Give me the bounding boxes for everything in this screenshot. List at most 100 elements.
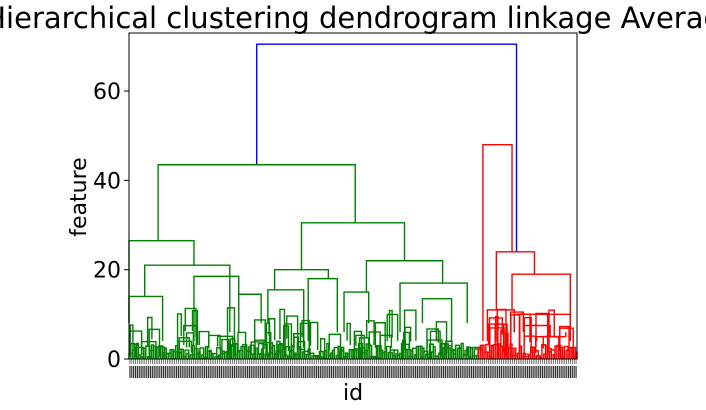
leaf-tick-label xyxy=(538,366,540,378)
leaf-tick-label xyxy=(332,366,334,378)
dendrogram-link xyxy=(307,277,339,342)
leaf-tick-label xyxy=(470,366,473,378)
leaf-tick-label xyxy=(390,366,392,378)
leaf-tick-label xyxy=(405,366,407,378)
leaf-tick-label xyxy=(435,366,437,378)
leaf-tick-label xyxy=(362,366,364,378)
dendrogram-link xyxy=(365,343,371,359)
leaf-tick-label xyxy=(469,366,471,378)
leaf-tick-label xyxy=(428,366,430,378)
leaf-tick-label xyxy=(338,366,340,378)
leaf-tick-label xyxy=(444,366,446,378)
dendrogram-link xyxy=(286,315,299,350)
leaf-tick-label xyxy=(530,366,532,378)
leaf-tick-label xyxy=(138,366,140,378)
leaf-tick-label xyxy=(491,366,493,378)
leaf-tick-label xyxy=(357,366,359,378)
leaf-tick-label xyxy=(179,366,181,378)
leaf-tick-label xyxy=(489,366,491,378)
leaf-tick-label xyxy=(260,366,262,378)
dendrogram-link xyxy=(237,331,247,353)
dendrogram-link xyxy=(129,324,134,357)
leaf-tick-label xyxy=(431,366,433,378)
leaf-tick-label xyxy=(487,366,489,378)
leaf-tick-label xyxy=(144,366,146,378)
leaf-tick-label xyxy=(230,366,232,378)
leaf-tick-label xyxy=(540,366,542,378)
leaf-tick-label xyxy=(246,366,249,378)
dendrogram-link xyxy=(226,307,236,358)
leaf-tick-label xyxy=(506,366,508,378)
dendrogram-link xyxy=(253,319,266,344)
leaf-tick-label xyxy=(198,366,200,378)
leaf-tick-label xyxy=(433,366,435,378)
leaf-tick-label xyxy=(142,366,144,378)
leaf-tick-label xyxy=(342,366,344,378)
dendrogram-link xyxy=(523,316,532,354)
leaf-tick-label xyxy=(400,366,402,378)
leaf-tick-label xyxy=(476,366,478,378)
dendrogram-link xyxy=(146,316,153,348)
leaf-tick-label xyxy=(426,366,428,378)
dendrogram-link xyxy=(460,342,464,359)
leaf-tick-label xyxy=(204,366,206,378)
dendrogram-link xyxy=(548,309,555,354)
leaf-tick-label xyxy=(269,366,271,378)
leaf-tick-label xyxy=(416,366,418,378)
leaf-tick-label xyxy=(418,366,420,378)
leaf-tick-label xyxy=(189,366,191,378)
dendrogram-link xyxy=(368,331,381,351)
leaf-tick-label xyxy=(407,366,409,378)
leaf-tick-label xyxy=(403,366,405,378)
leaf-tick-label xyxy=(368,366,370,378)
leaf-tick-label xyxy=(349,366,351,378)
dendrogram-link xyxy=(559,346,564,359)
dendrogram-link xyxy=(488,317,503,346)
dendrogram-link xyxy=(299,322,310,358)
dendrogram-link xyxy=(535,332,567,342)
dendrogram-link xyxy=(135,346,145,359)
leaf-tick-label xyxy=(304,366,306,378)
dendrogram-link xyxy=(403,309,417,349)
leaf-tick-label xyxy=(366,366,368,378)
leaf-tick-label xyxy=(396,366,398,378)
dendrogram-link xyxy=(272,344,276,359)
leaf-tick-label xyxy=(375,366,377,378)
leaf-tick-label xyxy=(545,366,547,378)
leaf-tick-label xyxy=(133,366,135,378)
dendrogram-link xyxy=(178,337,191,352)
dendrogram-link xyxy=(346,322,351,345)
dendrogram-link xyxy=(365,260,444,293)
leaf-tick-label xyxy=(355,366,357,378)
leaf-tick-label xyxy=(310,366,312,378)
dendrogram-link xyxy=(426,328,440,357)
leaf-tick-label xyxy=(235,366,237,378)
dendrogram-link xyxy=(326,342,330,359)
leaf-tick-label xyxy=(209,366,211,378)
dendrogram-link xyxy=(355,334,365,358)
leaf-tick-label xyxy=(168,366,170,378)
leaf-tick-label xyxy=(299,366,301,378)
leaf-tick-label xyxy=(336,366,338,378)
leaf-tick-label xyxy=(456,366,458,378)
leaf-tick-label xyxy=(467,366,469,378)
leaf-tick-label xyxy=(129,366,131,378)
leaf-tick-label xyxy=(289,366,292,378)
leaf-tick-label xyxy=(265,366,267,378)
leaf-tick-label xyxy=(381,366,383,378)
dendrogram-link xyxy=(257,342,264,358)
leaf-tick-label xyxy=(278,366,280,378)
leaf-tick-label xyxy=(377,366,379,378)
dendrogram-link xyxy=(143,264,231,333)
leaf-tick-label xyxy=(386,366,389,378)
leaf-tick-label xyxy=(312,366,314,378)
leaf-tick-label xyxy=(146,366,148,378)
leaf-tick-label xyxy=(323,366,325,378)
leaf-tick-label xyxy=(373,366,376,378)
leaf-tick-label xyxy=(459,366,461,378)
leaf-tick-label xyxy=(442,366,445,378)
leaf-tick-label xyxy=(388,366,390,378)
leaf-tick-label xyxy=(454,366,456,378)
leaf-tick-label xyxy=(508,366,510,378)
leaf-tick-label xyxy=(480,366,482,378)
